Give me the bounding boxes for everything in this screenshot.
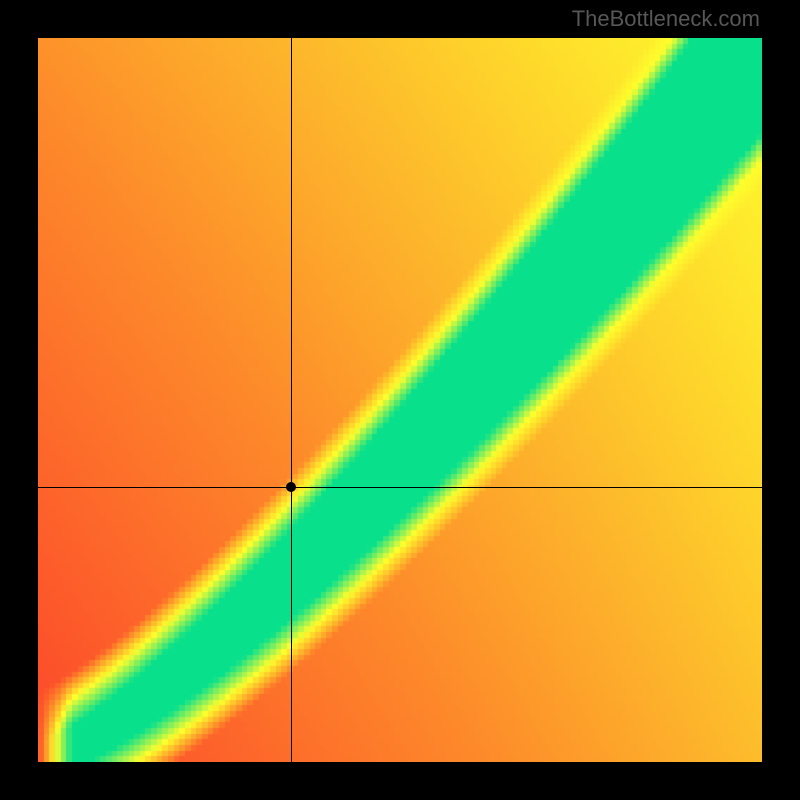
crosshair-marker-dot bbox=[286, 482, 296, 492]
heatmap-canvas bbox=[38, 38, 762, 762]
crosshair-vertical bbox=[291, 38, 292, 762]
heatmap-plot bbox=[38, 38, 762, 762]
crosshair-horizontal bbox=[38, 487, 762, 488]
watermark-text: TheBottleneck.com bbox=[572, 6, 760, 32]
